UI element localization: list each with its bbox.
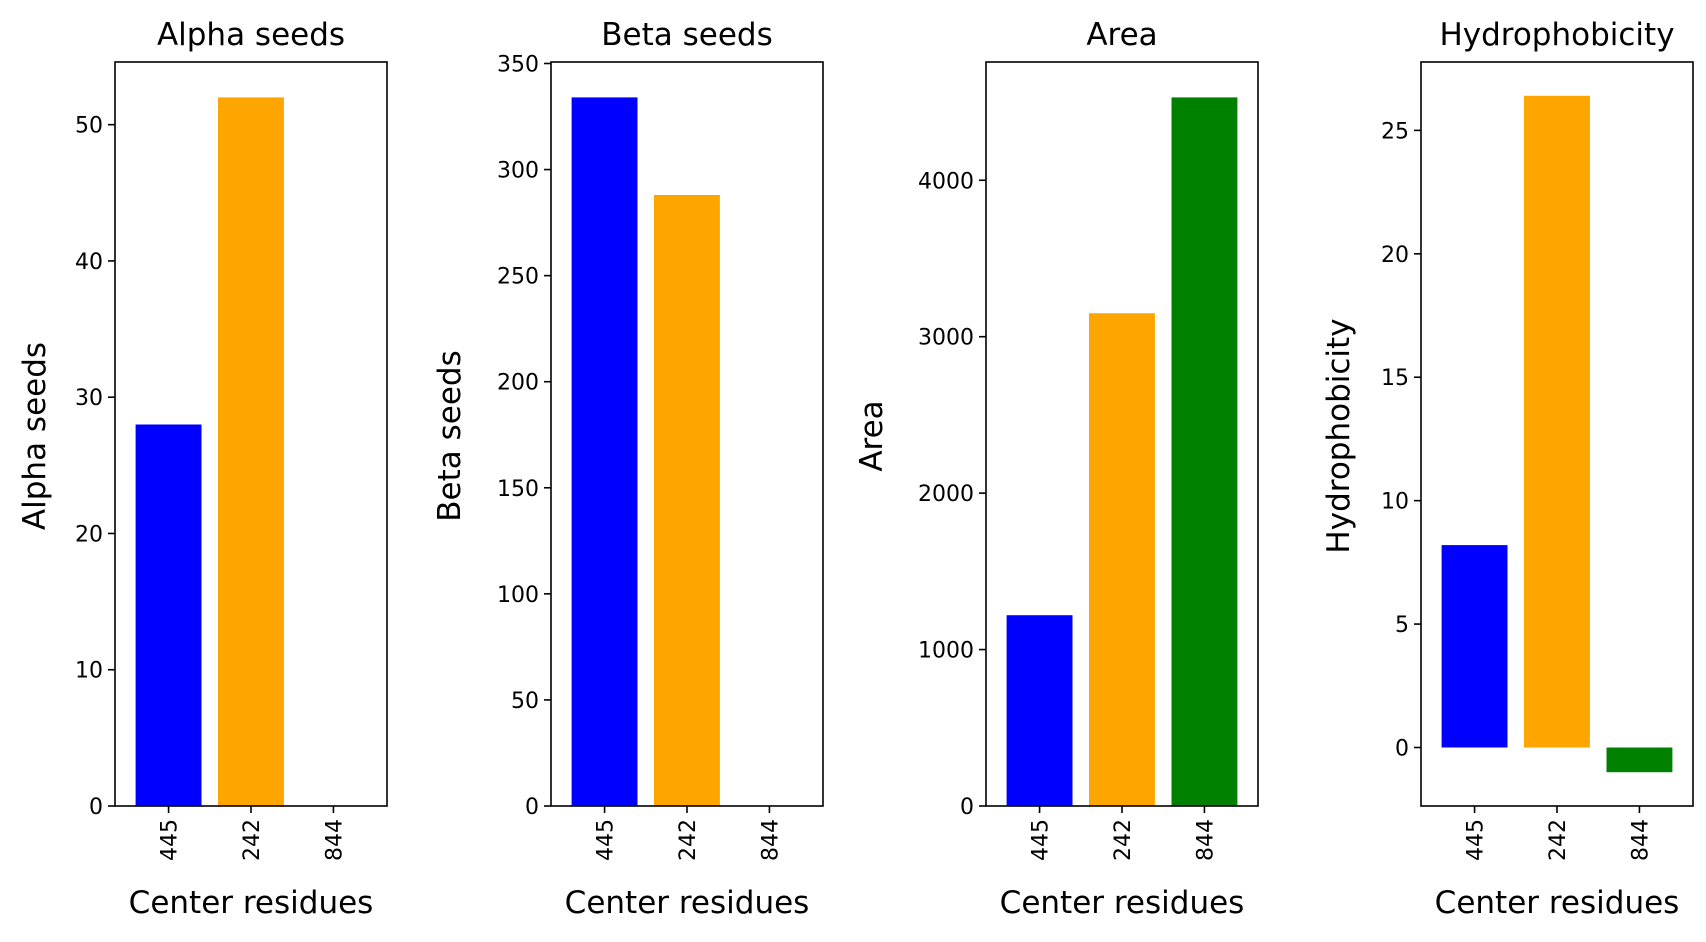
y-tick-label: 0 xyxy=(960,795,974,820)
y-tick-label: 1000 xyxy=(918,639,974,664)
x-tick-label: 844 xyxy=(758,819,783,861)
y-axis-label: Alpha seeds xyxy=(17,342,53,530)
y-tick-label: 40 xyxy=(75,250,103,275)
y-tick-label: 250 xyxy=(497,265,539,290)
y-axis-label: Beta seeds xyxy=(432,350,468,521)
bar-844 xyxy=(1171,97,1238,806)
x-tick-label: 445 xyxy=(594,819,619,861)
x-tick-label: 242 xyxy=(676,819,701,861)
y-tick-label: 100 xyxy=(497,583,539,608)
y-tick-label: 30 xyxy=(75,386,103,411)
y-tick-label: 0 xyxy=(89,795,103,820)
bar-242 xyxy=(654,195,720,806)
chart-title: Hydrophobicity xyxy=(1439,17,1674,53)
bar-445 xyxy=(571,97,638,806)
y-tick-label: 200 xyxy=(497,371,539,396)
bar-242 xyxy=(218,97,284,806)
x-axis-label: Center residues xyxy=(129,885,374,921)
x-axis-label: Center residues xyxy=(1000,885,1245,921)
y-tick-label: 3000 xyxy=(918,326,974,351)
y-tick-label: 10 xyxy=(75,659,103,684)
x-tick-label: 445 xyxy=(1029,819,1054,861)
x-tick-label: 844 xyxy=(1193,819,1218,861)
chart-title: Beta seeds xyxy=(601,17,772,53)
bar-242 xyxy=(1089,313,1155,806)
y-tick-label: 150 xyxy=(497,477,539,502)
x-tick-label: 445 xyxy=(158,819,183,861)
x-tick-label: 242 xyxy=(240,819,265,861)
y-tick-label: 300 xyxy=(497,159,539,184)
y-tick-label: 350 xyxy=(497,52,539,77)
x-axis-label: Center residues xyxy=(1435,885,1680,921)
y-tick-label: 0 xyxy=(1395,736,1409,761)
bar-445 xyxy=(1006,615,1073,806)
x-tick-label: 844 xyxy=(322,819,347,861)
y-tick-label: 0 xyxy=(525,795,539,820)
x-tick-label: 445 xyxy=(1464,819,1489,861)
y-tick-label: 4000 xyxy=(918,169,974,194)
y-tick-label: 15 xyxy=(1381,366,1409,391)
y-axis-label: Area xyxy=(854,400,890,471)
y-tick-label: 10 xyxy=(1381,490,1409,515)
chart-title: Area xyxy=(1086,17,1157,53)
bar-445 xyxy=(1441,545,1508,748)
x-tick-label: 242 xyxy=(1546,819,1571,861)
y-tick-label: 20 xyxy=(75,522,103,547)
chart-title: Alpha seeds xyxy=(157,17,345,53)
bar-242 xyxy=(1524,95,1590,748)
bar-844 xyxy=(1606,747,1673,773)
x-axis-label: Center residues xyxy=(565,885,810,921)
y-tick-label: 2000 xyxy=(918,482,974,507)
bar-445 xyxy=(135,424,202,806)
y-tick-label: 25 xyxy=(1381,119,1409,144)
y-tick-label: 50 xyxy=(511,689,539,714)
y-tick-label: 5 xyxy=(1395,613,1409,638)
y-tick-label: 20 xyxy=(1381,243,1409,268)
x-tick-label: 844 xyxy=(1628,819,1653,861)
y-axis-label: Hydrophobicity xyxy=(1321,318,1357,553)
x-tick-label: 242 xyxy=(1111,819,1136,861)
y-tick-label: 50 xyxy=(75,114,103,139)
